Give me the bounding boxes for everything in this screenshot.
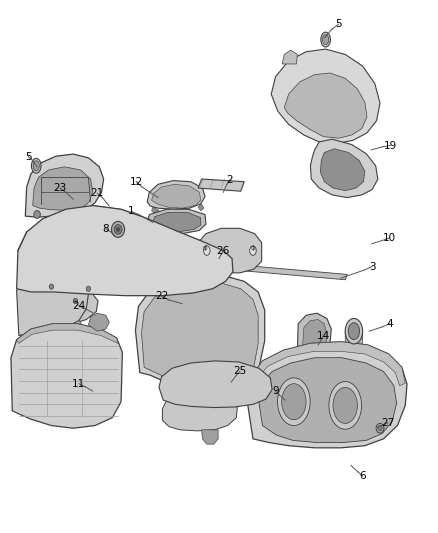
Ellipse shape (33, 161, 39, 171)
Ellipse shape (250, 246, 256, 255)
Text: 8: 8 (102, 224, 109, 234)
Ellipse shape (116, 227, 120, 231)
Polygon shape (303, 319, 327, 352)
Polygon shape (159, 361, 272, 408)
Polygon shape (311, 139, 378, 198)
Polygon shape (22, 206, 232, 261)
Polygon shape (135, 274, 265, 400)
Polygon shape (20, 320, 88, 365)
Polygon shape (25, 154, 104, 217)
Text: 11: 11 (72, 378, 85, 389)
Polygon shape (297, 313, 331, 357)
Text: 2: 2 (226, 175, 233, 185)
Polygon shape (197, 228, 261, 273)
Polygon shape (17, 278, 88, 336)
Ellipse shape (34, 211, 40, 219)
Polygon shape (201, 430, 218, 444)
Polygon shape (18, 289, 98, 325)
Ellipse shape (376, 423, 384, 433)
Ellipse shape (345, 318, 363, 344)
Polygon shape (152, 207, 159, 214)
Polygon shape (345, 331, 363, 351)
Ellipse shape (73, 298, 78, 304)
Text: 6: 6 (359, 471, 366, 481)
Polygon shape (284, 73, 367, 138)
Ellipse shape (321, 32, 330, 47)
Polygon shape (152, 184, 201, 208)
Polygon shape (17, 206, 233, 296)
Text: 12: 12 (130, 176, 143, 187)
Ellipse shape (322, 35, 328, 45)
Polygon shape (153, 213, 201, 231)
Text: 26: 26 (217, 246, 230, 256)
Polygon shape (147, 209, 206, 233)
Ellipse shape (49, 284, 53, 289)
Polygon shape (198, 204, 204, 211)
Text: 9: 9 (272, 386, 279, 396)
Text: 4: 4 (386, 319, 393, 329)
Ellipse shape (378, 425, 382, 431)
Polygon shape (147, 181, 205, 209)
Polygon shape (247, 342, 407, 448)
Polygon shape (17, 324, 118, 343)
Polygon shape (88, 313, 110, 331)
Polygon shape (259, 358, 396, 442)
Text: 10: 10 (383, 233, 396, 243)
Polygon shape (162, 398, 237, 431)
Ellipse shape (86, 286, 91, 292)
Text: 27: 27 (381, 418, 395, 428)
Text: 5: 5 (336, 19, 342, 29)
Text: 3: 3 (369, 262, 375, 271)
Ellipse shape (282, 384, 306, 419)
Polygon shape (141, 282, 258, 396)
Text: 5: 5 (25, 152, 32, 161)
Polygon shape (251, 342, 405, 402)
Polygon shape (40, 206, 173, 235)
Text: 23: 23 (53, 183, 67, 193)
Polygon shape (271, 49, 380, 143)
Ellipse shape (114, 224, 122, 234)
Ellipse shape (348, 322, 360, 340)
Text: 21: 21 (91, 188, 104, 198)
Text: 22: 22 (155, 291, 168, 301)
Polygon shape (134, 256, 347, 280)
Ellipse shape (32, 158, 41, 173)
Ellipse shape (112, 221, 124, 237)
Text: 24: 24 (72, 301, 85, 311)
Ellipse shape (329, 382, 361, 429)
Polygon shape (282, 50, 297, 64)
Polygon shape (198, 179, 244, 191)
Polygon shape (11, 324, 122, 428)
Text: ϕ: ϕ (251, 245, 255, 251)
Text: 14: 14 (317, 331, 330, 341)
Ellipse shape (278, 378, 310, 425)
Text: 1: 1 (128, 206, 134, 216)
Text: 25: 25 (233, 367, 247, 376)
Polygon shape (33, 167, 93, 211)
Text: ϕ: ϕ (203, 245, 207, 251)
Polygon shape (321, 149, 365, 191)
Ellipse shape (333, 387, 357, 423)
Ellipse shape (204, 246, 210, 255)
Text: 19: 19 (383, 141, 397, 151)
